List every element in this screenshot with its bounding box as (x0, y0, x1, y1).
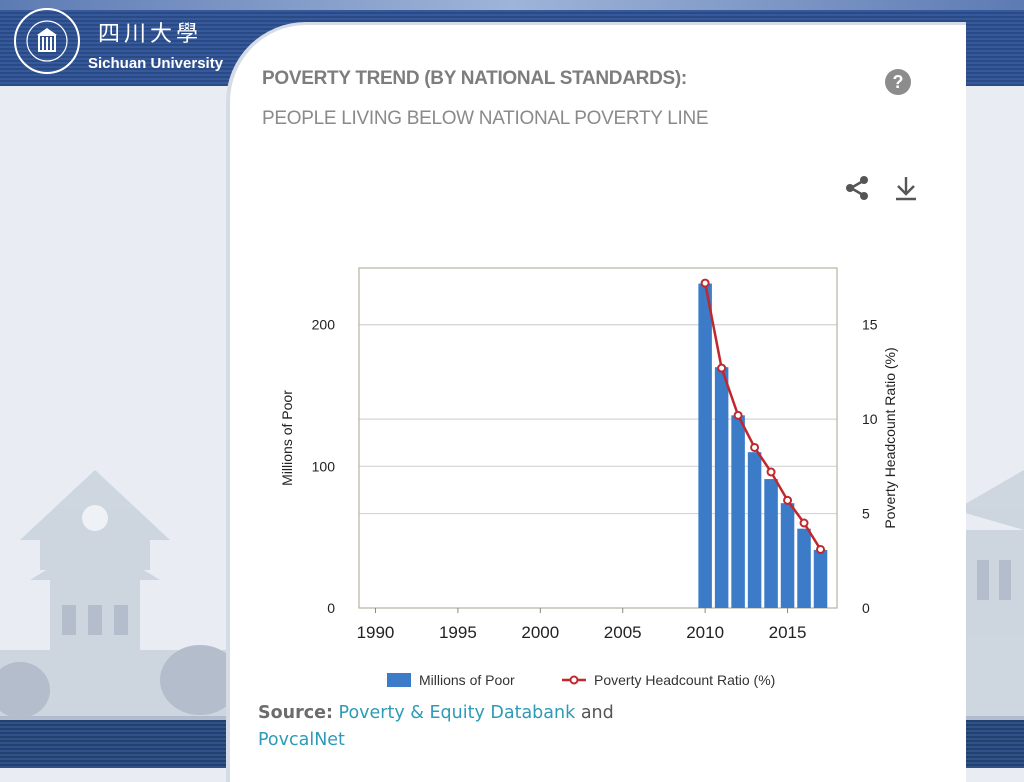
x-tick-label-2000: 2000 (521, 623, 559, 642)
x-tick-label-2005: 2005 (604, 623, 642, 642)
university-name-chinese: 四川大學 (98, 22, 203, 47)
source-link-poverty-equity-databank[interactable]: Poverty & Equity Databank (338, 703, 576, 723)
y-tick-label-200: 200 (312, 317, 336, 333)
series-line-headcount-ratio (703, 282, 822, 551)
source-connector: and (580, 703, 614, 723)
campus-tower-illustration (0, 470, 235, 720)
legend-swatch-millions-of-poor (387, 673, 411, 687)
help-icon[interactable]: ? (885, 69, 911, 95)
legend-label-millions-of-poor: Millions of Poor (419, 672, 515, 688)
plot-area-frame (358, 267, 838, 609)
x-tick-label-2015: 2015 (769, 623, 807, 642)
bar-2016 (797, 528, 811, 608)
source-note: Source: Poverty & Equity Databank and Po… (258, 700, 658, 754)
line-point-2016 (799, 518, 809, 528)
y-tick-label-0: 0 (327, 600, 335, 616)
source-link-povcalnet[interactable]: PovcalNet (258, 730, 345, 750)
y-tick-label-100: 100 (312, 458, 336, 474)
chart-subtitle: PEOPLE LIVING BELOW NATIONAL POVERTY LIN… (262, 108, 709, 129)
legend-marker-headcount-ratio (569, 675, 579, 685)
campus-building-illustration (955, 470, 1024, 720)
download-icon[interactable] (893, 175, 919, 201)
bar-2012 (731, 415, 745, 608)
chart-title: POVERTY TREND (BY NATIONAL STANDARDS): (262, 68, 687, 89)
y2-axis-label: Poverty Headcount Ratio (%) (882, 347, 898, 528)
university-name-english: Sichuan University (88, 55, 224, 72)
line-point-2012 (733, 410, 743, 420)
bar-2015 (780, 503, 795, 608)
line-point-2014 (766, 467, 776, 477)
y2-tick-label-10: 10 (862, 411, 878, 427)
x-tick-label-2010: 2010 (686, 623, 724, 642)
line-point-2013 (750, 442, 760, 452)
line-point-2017 (816, 544, 826, 554)
line-point-2011 (717, 363, 727, 373)
chart-card (226, 22, 966, 782)
bar-2011 (714, 367, 729, 608)
x-tick-label-1995: 1995 (439, 623, 477, 642)
y2-tick-label-0: 0 (862, 600, 870, 616)
line-point-2015 (783, 495, 793, 505)
bar-2017 (813, 549, 828, 608)
legend-label-headcount-ratio: Poverty Headcount Ratio (%) (594, 672, 775, 688)
x-tick-label-1990: 1990 (357, 623, 395, 642)
bar-2013 (747, 452, 762, 608)
source-label: Source: (258, 703, 333, 723)
y2-tick-label-5: 5 (862, 506, 870, 522)
university-seal-icon (14, 8, 80, 74)
bar-2014 (764, 479, 778, 608)
line-point-2010 (700, 278, 710, 288)
bar-2010 (698, 283, 712, 608)
y-axis-label: Millions of Poor (279, 390, 295, 486)
y2-tick-label-15: 15 (862, 317, 878, 333)
chart-legend: Millions of Poor Poverty Headcount Ratio… (387, 672, 775, 688)
slide-header-highlight (0, 0, 1024, 10)
share-icon[interactable] (843, 175, 871, 201)
